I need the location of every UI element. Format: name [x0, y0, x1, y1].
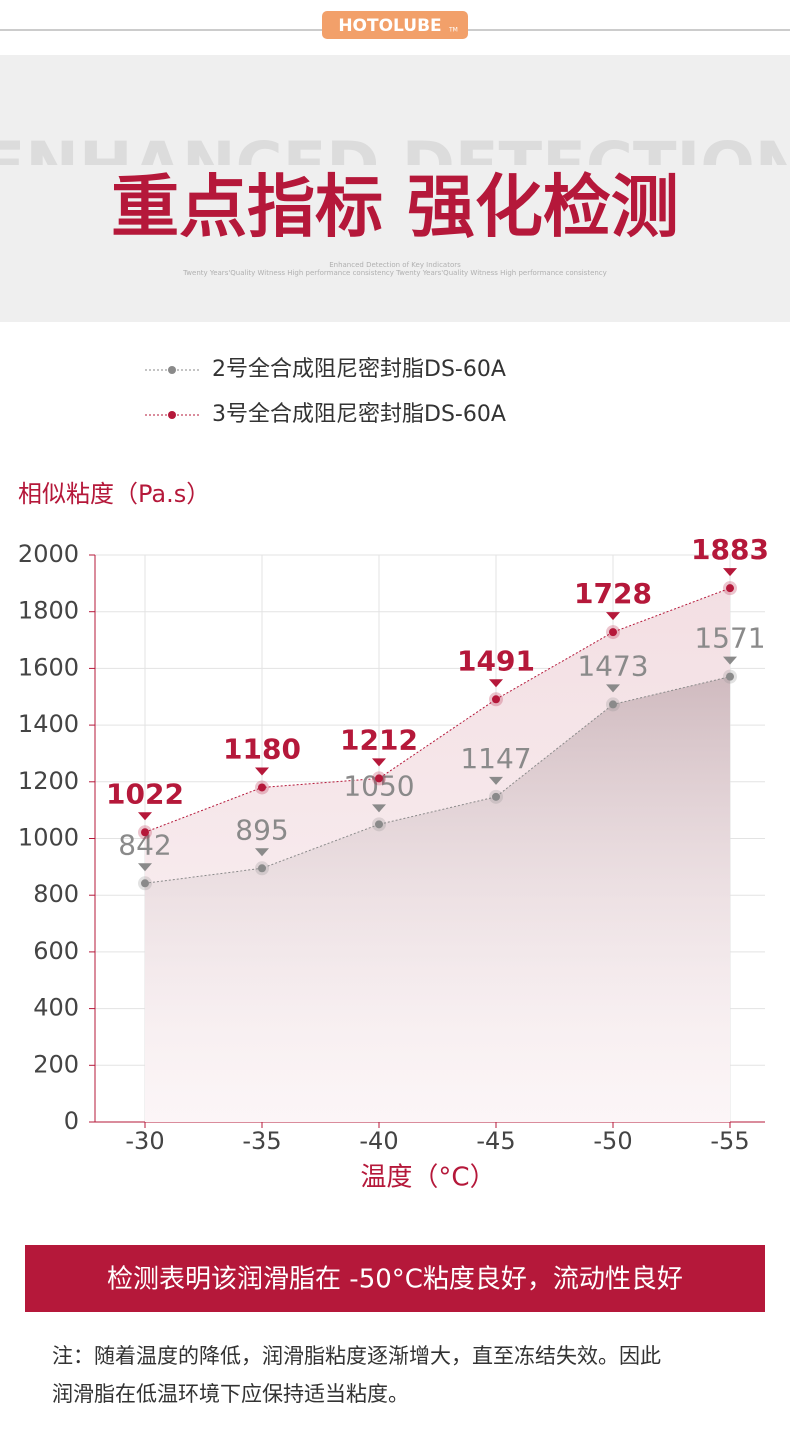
value-label: 1147: [460, 742, 531, 775]
y-tick-label: 1200: [18, 767, 79, 795]
y-axis-label: 相似粘度（Pa.s）: [18, 480, 210, 508]
label-pointer: [606, 612, 620, 621]
value-label: 1180: [223, 732, 301, 765]
area-fill: [145, 676, 730, 1122]
header-band: [0, 55, 790, 322]
y-tick-label: 600: [33, 937, 79, 965]
legend-label: 2号全合成阻尼密封脂DS-60A: [212, 357, 506, 382]
point: [375, 820, 383, 829]
y-tick-label: 1000: [18, 824, 79, 852]
note-line: 注：随着温度的降低，润滑脂粘度逐渐增大，直至冻结失效。因此: [52, 1344, 661, 1368]
y-tick-label: 1800: [18, 597, 79, 625]
legend-marker: [168, 411, 176, 419]
label-pointer: [723, 568, 737, 577]
series-line: [144, 587, 731, 833]
point: [492, 695, 500, 704]
legend-marker: [168, 366, 176, 374]
label-pointer: [138, 863, 152, 872]
banner: [25, 1245, 765, 1312]
value-label: 1022: [106, 777, 184, 810]
watermark: ENHANCED DETECTION: [0, 130, 790, 204]
point: [492, 792, 500, 801]
y-tick-label: 0: [64, 1107, 79, 1135]
point: [141, 879, 149, 888]
point: [726, 672, 734, 681]
x-tick-label: -55: [710, 1127, 749, 1155]
label-pointer: [255, 767, 269, 776]
y-tick-label: 200: [33, 1050, 79, 1078]
logo-badge: [322, 11, 468, 39]
label-pointer: [372, 758, 386, 767]
y-tick-label: 400: [33, 994, 79, 1022]
value-label: 1491: [457, 644, 535, 677]
value-label: 1883: [691, 533, 769, 566]
point: [258, 783, 266, 792]
legend-label: 3号全合成阻尼密封脂DS-60A: [212, 402, 506, 427]
label-pointer: [489, 679, 503, 688]
value-label: 1212: [340, 723, 418, 756]
label-pointer: [255, 848, 269, 857]
subtitle: Enhanced Detection of Key Indicators: [329, 261, 461, 269]
label-pointer: [489, 776, 503, 785]
y-tick-label: 800: [33, 880, 79, 908]
x-tick-label: -45: [476, 1127, 515, 1155]
value-label: 895: [235, 813, 288, 846]
x-axis-label: 温度（°C）: [360, 1163, 495, 1193]
x-tick-label: -35: [242, 1127, 281, 1155]
point: [258, 864, 266, 873]
x-tick-label: -50: [593, 1127, 632, 1155]
value-label: 1571: [694, 622, 765, 655]
brand-mark: TM: [448, 27, 458, 34]
y-tick-label: 2000: [18, 540, 79, 568]
point: [375, 774, 383, 783]
title: 重点指标 强化检测: [111, 169, 679, 248]
x-tick-label: -40: [359, 1127, 398, 1155]
y-tick-label: 1600: [18, 653, 79, 681]
label-pointer: [723, 656, 737, 665]
x-tick-label: -30: [125, 1127, 164, 1155]
label-pointer: [372, 804, 386, 813]
note-line: 润滑脂在低温环境下应保持适当粘度。: [52, 1382, 409, 1406]
series-line: [144, 676, 731, 884]
label-pointer: [606, 684, 620, 693]
point: [726, 584, 734, 593]
banner-text: 检测表明该润滑脂在 -50°C粘度良好，流动性良好: [107, 1265, 683, 1295]
point: [609, 628, 617, 637]
value-label: 1728: [574, 577, 652, 610]
point: [609, 700, 617, 709]
y-tick-label: 1400: [18, 710, 79, 738]
value-label: 1473: [577, 649, 648, 682]
point: [141, 828, 149, 837]
tagline: Twenty Years'Quality Witness High perfor…: [182, 269, 607, 277]
label-pointer: [138, 812, 152, 821]
brand: HOTOLUBE: [338, 16, 441, 36]
